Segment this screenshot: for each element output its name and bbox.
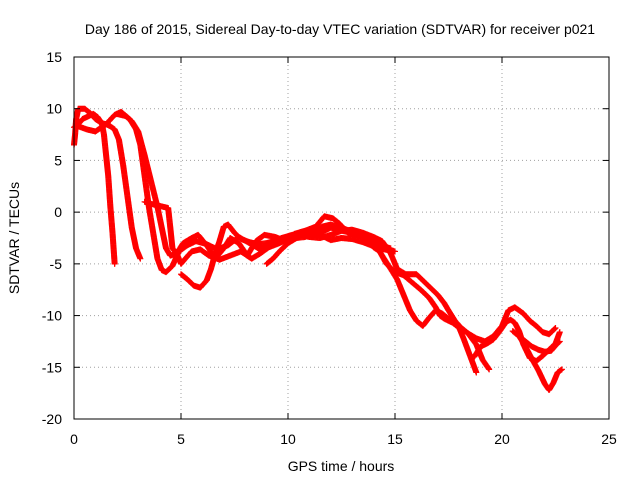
x-tick-label: 5 — [177, 431, 185, 447]
data-point — [486, 366, 493, 373]
y-tick-label: 15 — [46, 49, 62, 65]
data-point — [551, 325, 558, 332]
data-point — [552, 324, 559, 331]
x-tick-label: 10 — [280, 431, 296, 447]
data-point — [556, 338, 563, 345]
plot-frame — [73, 56, 610, 420]
y-axis-label: SDTVAR / TECUs — [6, 182, 22, 294]
data-points — [71, 105, 565, 394]
data-point — [556, 329, 563, 336]
x-tick-label: 0 — [70, 431, 78, 447]
data-point — [551, 326, 558, 333]
data-point — [137, 255, 144, 262]
y-tick-label: -5 — [50, 256, 63, 272]
y-tick-label: 0 — [54, 204, 62, 220]
y-tick-label: 5 — [54, 152, 62, 168]
y-tick-label: -20 — [42, 411, 62, 427]
series-track-11 — [516, 333, 565, 394]
x-tick-label: 25 — [601, 431, 617, 447]
x-axis-label: GPS time / hours — [288, 458, 395, 474]
data-point — [473, 369, 480, 376]
axis-ticks: 0 5 10 15 20 25 -20 -15 -10 -5 0 5 10 15 — [42, 49, 617, 447]
data-point — [558, 366, 565, 373]
y-tick-label: -15 — [42, 359, 62, 375]
chart-title: Day 186 of 2015, Sidereal Day-to-day VTE… — [85, 21, 595, 37]
data-point — [392, 248, 398, 255]
y-tick-label: -10 — [42, 308, 62, 324]
x-tick-label: 15 — [387, 431, 403, 447]
x-tick-label: 20 — [494, 431, 510, 447]
data-point — [111, 260, 118, 267]
series-track-8 — [359, 229, 480, 376]
y-tick-label: 10 — [46, 101, 62, 117]
